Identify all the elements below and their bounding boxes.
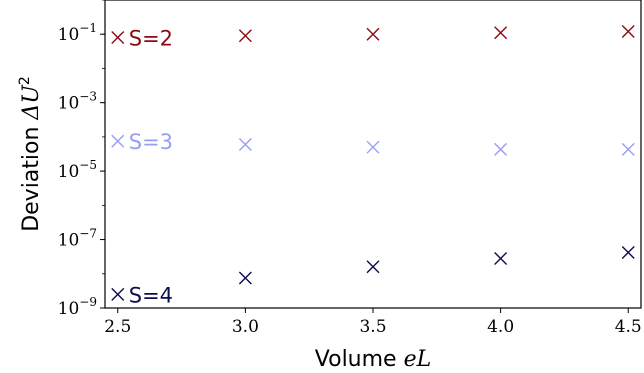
- x-tick-label: 3.0: [232, 317, 259, 337]
- data-series: S=2 S=3 S=4: [111, 25, 635, 307]
- data-point: [111, 134, 125, 148]
- y-axis-ticks: 10−9 10−7 10−5 10−3 10−1: [58, 0, 105, 319]
- series-group: S=4: [111, 245, 635, 307]
- data-point: [621, 245, 635, 259]
- data-point: [238, 29, 252, 43]
- y-tick-label: 10−7: [58, 227, 97, 251]
- y-tick-label: 10−5: [58, 158, 97, 182]
- data-point: [238, 137, 252, 151]
- x-tick-label: 4.5: [615, 317, 642, 337]
- x-axis-title: Volume eL: [315, 347, 431, 372]
- data-point: [494, 26, 508, 40]
- x-tick-label: 4.0: [487, 317, 514, 337]
- y-tick-label: 10−9: [58, 295, 97, 319]
- y-tick-label: 10−1: [58, 21, 97, 45]
- x-tick-label: 3.5: [359, 317, 386, 337]
- series-label: S=4: [129, 283, 173, 307]
- data-point: [111, 287, 125, 301]
- data-point: [366, 27, 380, 41]
- x-tick-label: 2.5: [104, 317, 131, 337]
- data-point: [366, 260, 380, 274]
- data-point: [494, 251, 508, 265]
- x-axis-ticks: 2.5 3.0 3.5 4.0 4.5: [104, 308, 642, 337]
- data-point: [621, 142, 635, 156]
- data-point: [111, 31, 125, 45]
- data-point: [621, 25, 635, 39]
- data-point: [494, 142, 508, 156]
- data-point: [238, 271, 252, 285]
- data-point: [366, 140, 380, 154]
- plot-frame: [104, 0, 642, 309]
- y-tick-label: 10−3: [58, 90, 97, 114]
- series-group: S=3: [111, 130, 635, 156]
- series-label: S=2: [129, 27, 173, 51]
- series-label: S=3: [129, 130, 173, 154]
- y-axis-title: Deviation ΔU2: [17, 76, 44, 232]
- series-group: S=2: [111, 25, 635, 51]
